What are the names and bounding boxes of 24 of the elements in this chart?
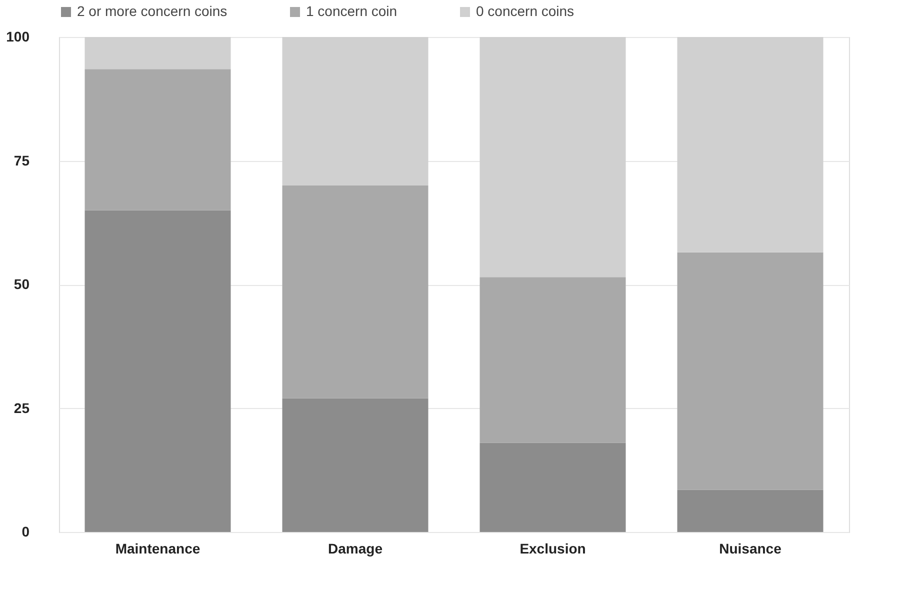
legend-label: 2 or more concern coins [77, 3, 228, 19]
y-tick-label: 100 [6, 28, 30, 44]
y-tick-label: 25 [14, 400, 30, 416]
bar [677, 252, 824, 490]
bar [677, 37, 824, 252]
bar [282, 398, 428, 532]
bar [84, 69, 231, 210]
legend-label: 1 concern coin [306, 3, 398, 19]
x-tick-label: Maintenance [115, 540, 200, 556]
legend-label: 0 concern coins [476, 3, 574, 19]
bar [84, 37, 231, 70]
bar [677, 490, 824, 532]
bar [282, 37, 428, 186]
y-tick-label: 75 [14, 152, 30, 168]
y-tick-label: 0 [22, 524, 30, 540]
y-tick-label: 50 [14, 276, 30, 292]
x-tick-label: Exclusion [520, 540, 586, 556]
bar [282, 186, 428, 398]
x-tick-label: Nuisance [719, 540, 782, 556]
bar [480, 277, 626, 443]
bar [84, 210, 231, 532]
bar [480, 442, 626, 532]
bar [480, 37, 626, 278]
x-tick-label: Damage [328, 540, 383, 556]
